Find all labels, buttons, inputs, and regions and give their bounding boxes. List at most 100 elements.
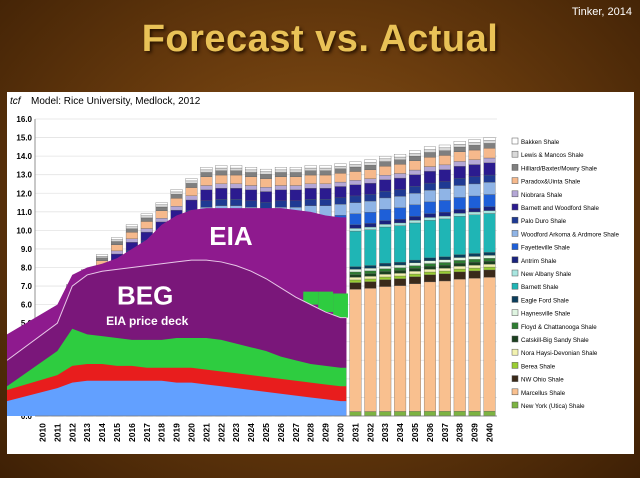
bar-segment [349,228,362,232]
x-tick-label: 2026 [276,423,286,442]
bar-segment [185,180,198,184]
bar-segment [289,200,302,208]
bar-segment [185,187,198,196]
bar-segment [423,260,436,264]
bar-segment [334,173,347,183]
bar-segment [409,259,421,264]
bar-segment [364,281,377,289]
bar-segment [483,266,496,271]
slide-title: Forecast vs. Actual [141,18,499,60]
bar-segment [394,196,407,208]
bar-segment [409,271,421,275]
bar-segment [364,169,377,179]
beg-blue-area [7,380,347,416]
bar-segment [409,204,421,217]
bar-segment [334,163,347,167]
bar-segment [423,152,436,158]
legend-swatch [511,216,519,224]
y-tick-label: 7.0 [21,282,33,291]
bar-segment [394,411,407,417]
bar-segment [215,183,228,189]
bar-segment [230,183,243,189]
bar-segment [125,226,138,229]
bar-segment [438,218,451,257]
bar-segment [349,184,362,197]
bar-segment [468,264,481,269]
legend-label: Nora Haysi-Devonian Shale [521,350,598,357]
bar-segment [155,206,168,211]
bar-segment [364,265,377,269]
bar-segment [96,256,109,259]
bar-segment [453,278,466,412]
bar-segment [379,271,392,275]
bar-segment [423,263,436,267]
bar-segment [140,221,153,229]
bar-segment [349,213,362,225]
bar-segment [364,270,377,274]
bar-segment [409,222,421,261]
bar-segment [468,207,481,213]
bar-segment [423,269,436,273]
bar-segment [379,175,392,180]
x-tick-label: 2024 [246,423,256,442]
bar-segment [409,276,421,284]
bar-segment [334,204,347,216]
bar-segment [334,197,347,205]
bar-segment [349,164,362,168]
bar-segment [185,183,198,188]
bar-segment [409,283,421,412]
legend-label: New York (Utica) Shale [521,403,585,410]
bar-segment [230,170,243,176]
x-tick-label: 2011 [52,423,62,442]
legend-swatch [511,150,519,158]
bar-segment [111,239,123,242]
bar-segment [96,257,109,261]
author-credit: Tinker, 2014 [571,6,632,18]
bar-segment [349,180,362,185]
legend-swatch [511,203,519,211]
x-tick-label: 2022 [216,423,226,442]
beg-sublabel: EIA price deck [106,314,189,328]
bar-segment [438,273,451,282]
bar-segment [200,172,213,177]
chart-panel: tcf Model: Rice University, Medlock, 201… [7,92,634,454]
bar-segment [483,210,496,214]
bar-segment [379,155,392,160]
bar-segment [483,140,496,144]
bar-segment [423,182,436,191]
bar-segment [409,268,421,272]
bar-segment [319,165,332,169]
bar-segment [319,183,332,189]
bar-segment [274,185,287,191]
bar-segment [423,220,436,259]
bar-segment [453,141,466,145]
bar-segment [438,181,451,189]
bar-segment [260,191,272,203]
bar-segment [468,253,481,257]
y-tick-label: 13.0 [16,171,32,180]
y-tick-label: 12.0 [16,189,32,198]
bar-segment [289,189,302,201]
beg-outline [7,259,347,361]
x-tick-label: 2029 [321,423,331,442]
bar-segment [468,270,481,279]
y-tick-label: 0.0 [21,412,33,421]
bar-segment [483,252,496,256]
bar-segment [349,279,362,283]
bar-segment [349,271,362,275]
bar-segment [260,202,272,209]
bar-segment [245,169,258,173]
bar-segment [274,200,287,208]
bar-segment [394,262,407,266]
bar-segment [423,146,436,150]
bar-segment [409,265,421,269]
y-tick-label: 8.0 [21,264,33,273]
bar-segment [200,169,213,173]
bar-segment [468,145,481,151]
bar-segment [274,169,287,173]
bar-segment [394,270,407,274]
bar-segment [379,158,392,162]
bar-segment [364,223,377,228]
bar-segment [409,411,421,417]
legend-swatch [511,401,519,409]
